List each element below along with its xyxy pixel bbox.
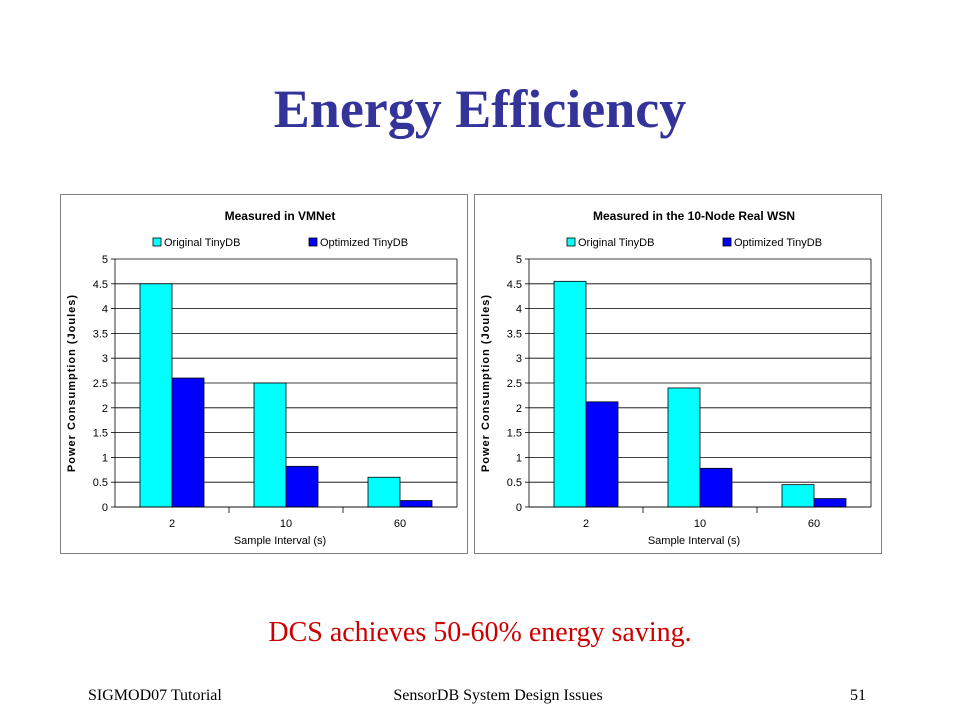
chart-svg: Measured in the 10-Node Real WSN Original… bbox=[480, 209, 872, 547]
legend-swatch bbox=[722, 237, 732, 247]
y-tick-label: 2 bbox=[102, 403, 108, 415]
x-tick-label: 60 bbox=[394, 518, 406, 530]
y-tick-label: 4 bbox=[516, 304, 522, 316]
y-tick-label: 0 bbox=[102, 502, 108, 514]
legend-swatch bbox=[566, 237, 576, 247]
footer-left: SIGMOD07 Tutorial bbox=[88, 687, 222, 704]
bar-optimized-2 bbox=[585, 401, 619, 508]
y-tick-label: 1 bbox=[102, 452, 108, 464]
y-tick-label: 5 bbox=[516, 254, 522, 266]
x-tick-label: 10 bbox=[694, 518, 706, 530]
chart-vmnet: Measured in VMNet Original TinyDB Optimize… bbox=[60, 194, 468, 554]
y-tick-label: 2.5 bbox=[93, 378, 108, 390]
x-tick-label: 10 bbox=[280, 518, 292, 530]
bar-original-2 bbox=[553, 280, 587, 508]
slide-caption: DCS achieves 50-60% energy saving. bbox=[268, 617, 692, 648]
x-tick-label: 2 bbox=[583, 518, 589, 530]
bar-original-2 bbox=[139, 283, 173, 508]
y-axis-label: Power Consumption (Joules) bbox=[66, 294, 78, 472]
y-tick-label: 1.5 bbox=[93, 428, 108, 440]
bar-optimized-10 bbox=[699, 467, 733, 508]
legend-label: Original TinyDB bbox=[164, 237, 240, 249]
bar-original-10 bbox=[667, 387, 701, 508]
legend-swatch bbox=[152, 237, 162, 247]
slide-number: 51 bbox=[850, 687, 866, 704]
y-tick-label: 4.5 bbox=[507, 279, 522, 291]
y-tick-label: 1 bbox=[516, 452, 522, 464]
chart-title: Measured in the 10-Node Real WSN bbox=[593, 209, 795, 223]
bar-optimized-60 bbox=[399, 500, 433, 508]
bar-optimized-60 bbox=[813, 498, 847, 508]
bar-original-60 bbox=[367, 476, 401, 508]
footer-center: SensorDB System Design Issues bbox=[393, 687, 603, 704]
bar-original-10 bbox=[253, 382, 287, 508]
y-tick-label: 4 bbox=[102, 304, 108, 316]
y-tick-label: 5 bbox=[102, 254, 108, 266]
y-tick-label: 3 bbox=[516, 353, 522, 365]
bar-optimized-2 bbox=[171, 377, 205, 508]
legend-label: Optimized TinyDB bbox=[320, 237, 408, 249]
y-tick-label: 1.5 bbox=[507, 428, 522, 440]
y-tick-label: 4.5 bbox=[93, 279, 108, 291]
legend-label: Optimized TinyDB bbox=[734, 237, 822, 249]
y-tick-label: 0.5 bbox=[93, 477, 108, 489]
x-tick-label: 60 bbox=[808, 518, 820, 530]
y-tick-label: 2.5 bbox=[507, 378, 522, 390]
y-axis-label: Power Consumption (Joules) bbox=[480, 294, 492, 472]
chart-svg: Measured in VMNet Original TinyDB Optimize… bbox=[66, 209, 458, 547]
y-tick-label: 2 bbox=[516, 403, 522, 415]
slide-title: Energy Efficiency bbox=[273, 79, 687, 139]
legend-label: Original TinyDB bbox=[578, 237, 654, 249]
y-tick-label: 0 bbox=[516, 502, 522, 514]
y-tick-label: 3 bbox=[102, 353, 108, 365]
y-tick-label: 3.5 bbox=[507, 328, 522, 340]
x-axis-label: Sample Interval (s) bbox=[648, 535, 740, 547]
bar-optimized-10 bbox=[285, 465, 319, 508]
x-tick-label: 2 bbox=[169, 518, 175, 530]
x-axis-label: Sample Interval (s) bbox=[234, 535, 326, 547]
y-tick-label: 3.5 bbox=[93, 328, 108, 340]
bar-original-60 bbox=[781, 484, 815, 508]
legend-swatch bbox=[308, 237, 318, 247]
y-tick-label: 0.5 bbox=[507, 477, 522, 489]
chart-real-wsn: Measured in the 10-Node Real WSN Original… bbox=[474, 194, 882, 554]
chart-title: Measured in VMNet bbox=[225, 209, 336, 223]
